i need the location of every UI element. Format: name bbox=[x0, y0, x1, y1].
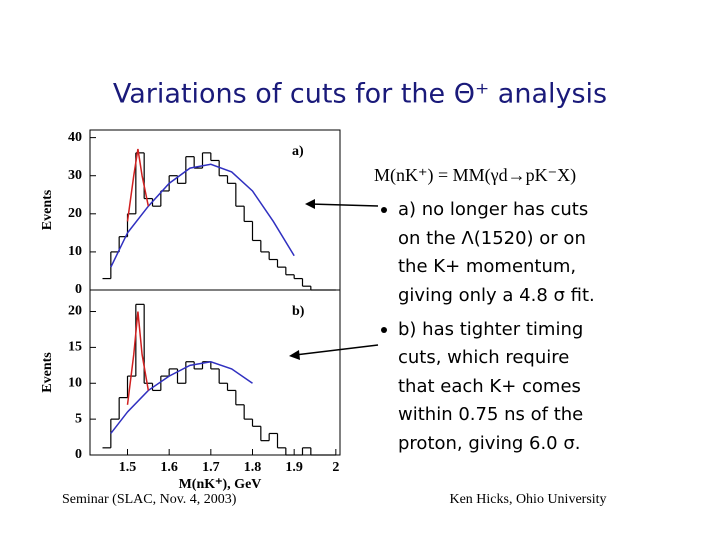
fit-curve bbox=[110, 163, 295, 268]
arrow bbox=[309, 203, 379, 207]
bullet-line: a) no longer has cuts bbox=[398, 199, 588, 220]
arrow-head bbox=[305, 199, 315, 209]
footer-right: Ken Hicks, Ohio University bbox=[449, 492, 606, 507]
x-tick-label: 1.9 bbox=[285, 460, 303, 475]
y-tick-label: 15 bbox=[68, 340, 82, 355]
y-tick-label: 10 bbox=[68, 244, 82, 259]
y-tick-label: 20 bbox=[68, 206, 82, 221]
fit-curve bbox=[126, 311, 150, 405]
bullet-dot bbox=[381, 327, 387, 333]
x-axis-label: M(nK⁺), GeV bbox=[179, 477, 262, 492]
bullet-line: on the Λ(1520) or on bbox=[398, 228, 586, 249]
arrow-head bbox=[289, 350, 300, 360]
y-tick-label: 10 bbox=[68, 375, 82, 390]
bullet-line: proton, giving 6.0 σ. bbox=[398, 433, 580, 454]
y-tick-label: 5 bbox=[75, 411, 82, 426]
y-axis-label: Events bbox=[40, 352, 55, 393]
plot-frame bbox=[89, 289, 341, 456]
y-tick-label: 20 bbox=[68, 304, 82, 319]
fit-curve bbox=[110, 360, 253, 434]
y-axis-label: Events bbox=[40, 189, 55, 230]
slide-title: Variations of cuts for the Θ⁺ analysis bbox=[113, 79, 607, 110]
bullet-dot bbox=[381, 207, 387, 213]
y-tick-label: 30 bbox=[68, 168, 82, 183]
bullet-line: that each K+ comes bbox=[398, 376, 581, 397]
x-tick-label: 2 bbox=[332, 460, 339, 475]
panel-label: a) bbox=[292, 144, 304, 159]
bullet-line: b) has tighter timing bbox=[398, 319, 583, 340]
bullet-line: giving only a 4.8 σ fit. bbox=[398, 285, 595, 306]
x-tick-label: 1.6 bbox=[160, 460, 178, 475]
bullet-line: cuts, which require bbox=[398, 347, 569, 368]
panel-label: b) bbox=[292, 304, 305, 319]
y-tick-label: 0 bbox=[75, 282, 82, 297]
x-tick-label: 1.5 bbox=[119, 460, 137, 475]
footer-left: Seminar (SLAC, Nov. 4, 2003) bbox=[62, 492, 237, 507]
x-tick-label: 1.7 bbox=[202, 460, 220, 475]
arrow bbox=[294, 344, 379, 356]
y-tick-label: 0 bbox=[75, 447, 82, 462]
y-tick-label: 40 bbox=[68, 130, 82, 145]
bullet-line: within 0.75 ns of the bbox=[398, 404, 583, 425]
fit-curve bbox=[126, 148, 150, 222]
formula: M(nK⁺) = MM(γd→pK⁻X) bbox=[374, 165, 576, 186]
x-tick-label: 1.8 bbox=[244, 460, 262, 475]
bullet-line: the K+ momentum, bbox=[398, 256, 576, 277]
